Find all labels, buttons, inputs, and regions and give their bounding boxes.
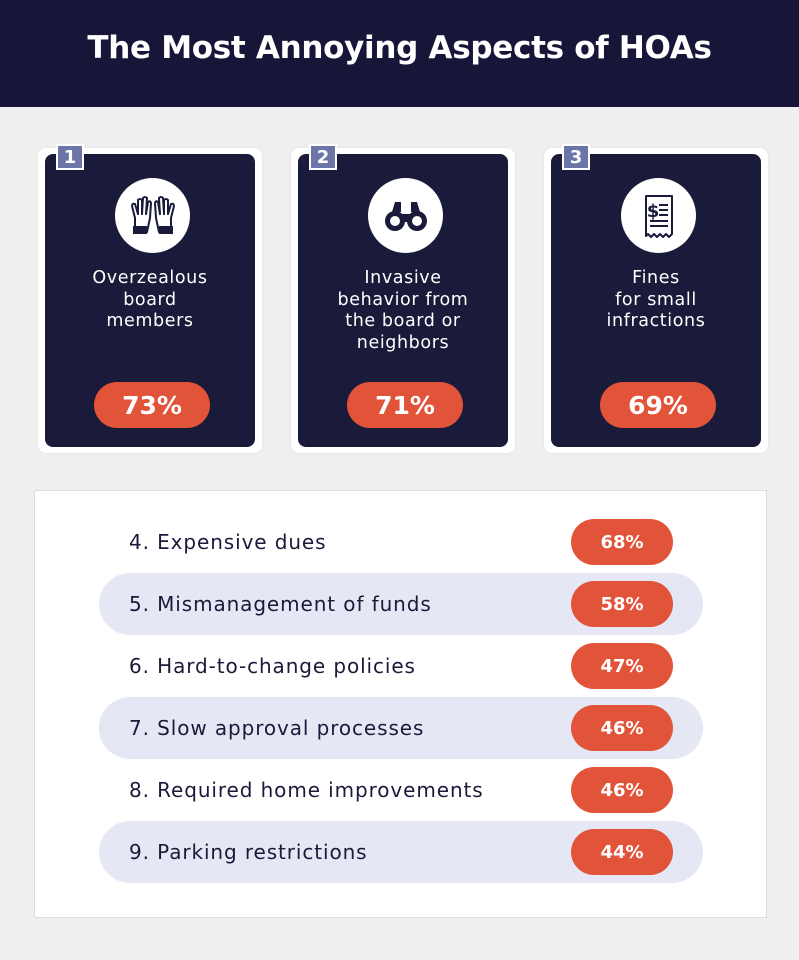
card-label: Invasive behavior from the board or neig…	[337, 268, 469, 353]
card-label: Fines for small infractions	[606, 268, 706, 331]
list-item: 5. Mismanagement of funds 58%	[99, 573, 703, 635]
value-pill: 71%	[347, 382, 463, 428]
list-item: 6. Hard-to-change policies 47%	[99, 635, 703, 697]
list-item: 9. Parking restrictions 44%	[99, 821, 703, 883]
top-item-card-3: $ Fines for small infractions 69%	[544, 148, 768, 453]
value-pill: 58%	[571, 581, 673, 627]
rank-badge: 3	[562, 144, 590, 170]
card-panel: $ Fines for small infractions 69%	[551, 154, 761, 447]
list-item-label: 4. Expensive dues	[129, 530, 327, 554]
raised-hands-icon	[130, 195, 175, 234]
icon-circle	[368, 178, 443, 253]
list-item-label: 5. Mismanagement of funds	[129, 592, 432, 616]
top-item-card-2: Invasive behavior from the board or neig…	[291, 148, 515, 453]
value-pill: 46%	[571, 767, 673, 813]
rank-badge: 2	[309, 144, 337, 170]
ranked-list-panel: 4. Expensive dues 68% 5. Mismanagement o…	[34, 490, 767, 918]
icon-circle: $	[621, 178, 696, 253]
value-pill: 69%	[600, 382, 716, 428]
list-item-label: 9. Parking restrictions	[129, 840, 368, 864]
receipt-icon: $	[644, 194, 673, 238]
card-panel: Overzealous board members 73%	[45, 154, 255, 447]
page-title: The Most Annoying Aspects of HOAs	[87, 29, 712, 66]
header-banner: The Most Annoying Aspects of HOAs	[0, 0, 799, 107]
svg-text:$: $	[646, 201, 659, 222]
binoculars-icon	[384, 201, 427, 231]
list-item-label: 6. Hard-to-change policies	[129, 654, 416, 678]
card-panel: Invasive behavior from the board or neig…	[298, 154, 508, 447]
value-pill: 44%	[571, 829, 673, 875]
value-pill: 68%	[571, 519, 673, 565]
list-item: 4. Expensive dues 68%	[99, 511, 703, 573]
icon-circle	[115, 178, 190, 253]
list-item: 7. Slow approval processes 46%	[99, 697, 703, 759]
list-item-label: 8. Required home improvements	[129, 778, 484, 802]
value-pill: 47%	[571, 643, 673, 689]
value-pill: 73%	[94, 382, 210, 428]
rank-badge: 1	[56, 144, 84, 170]
value-pill: 46%	[571, 705, 673, 751]
top-item-card-1: Overzealous board members 73%	[38, 148, 262, 453]
card-label: Overzealous board members	[92, 268, 208, 331]
list-item: 8. Required home improvements 46%	[99, 759, 703, 821]
list-item-label: 7. Slow approval processes	[129, 716, 425, 740]
